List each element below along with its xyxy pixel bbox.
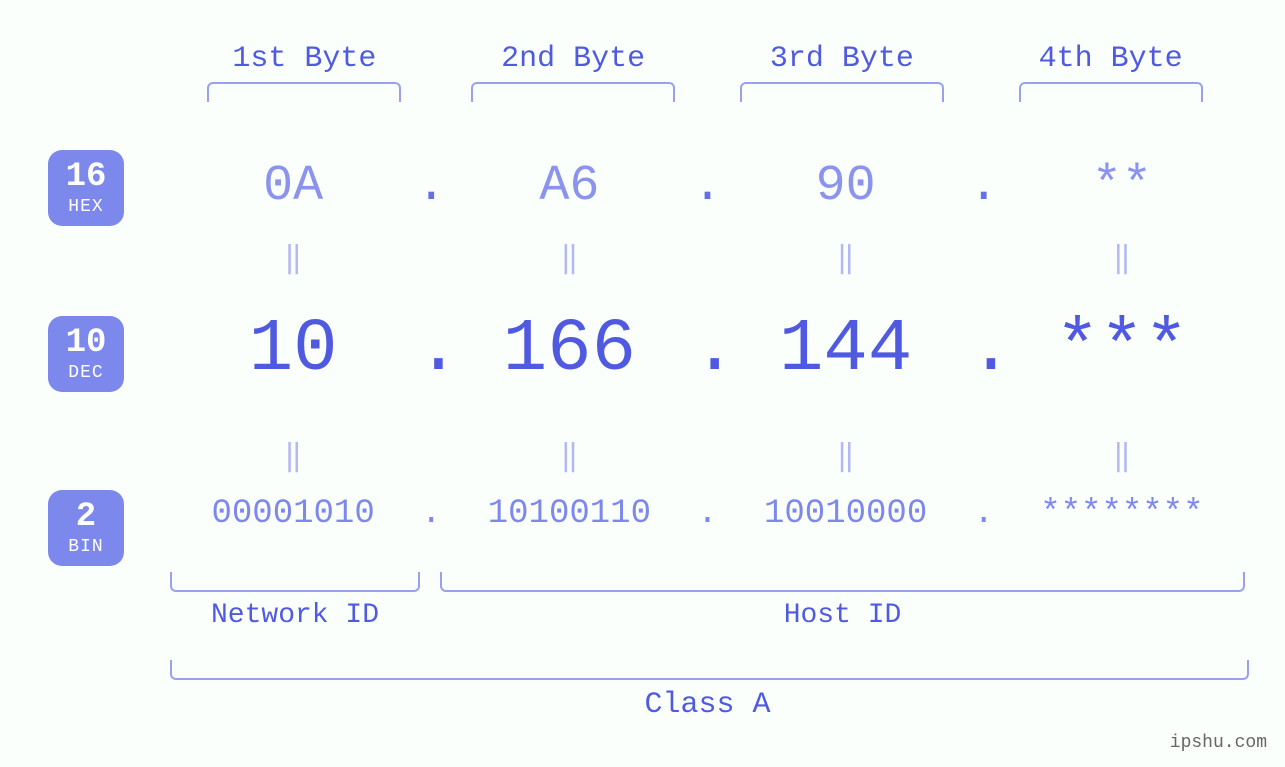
radix-label: DEC <box>68 364 103 382</box>
bracket-icon <box>1019 82 1203 102</box>
id-brackets: Network ID Host ID <box>170 572 1245 631</box>
radix-base: 16 <box>66 160 107 194</box>
byte-header-label: 3rd Byte <box>708 42 977 76</box>
dec-row: 10 . 166 . 144 . *** <box>170 308 1245 392</box>
dot-separator: . <box>969 158 999 215</box>
radix-badge-dec: 10 DEC <box>48 316 124 392</box>
byte-header-label: 4th Byte <box>976 42 1245 76</box>
byte-header-4: 4th Byte <box>976 42 1245 102</box>
bracket-icon <box>471 82 675 102</box>
radix-badge-bin: 2 BIN <box>48 490 124 566</box>
radix-label: BIN <box>68 538 103 556</box>
equals-icon: ‖ <box>170 240 416 277</box>
radix-label: HEX <box>68 198 103 216</box>
dot-separator: . <box>693 158 723 215</box>
dot-separator: . <box>416 495 446 533</box>
equals-icon: ‖ <box>999 240 1245 277</box>
equals-icon: ‖ <box>723 240 969 277</box>
dec-byte-1: 10 <box>170 308 416 392</box>
bin-byte-2: 10100110 <box>446 495 692 533</box>
radix-base: 2 <box>76 500 96 534</box>
class-label: Class A <box>170 688 1245 722</box>
bracket-icon <box>170 660 1249 680</box>
bracket-icon <box>740 82 944 102</box>
network-id-group: Network ID <box>170 572 420 631</box>
bin-byte-3: 10010000 <box>723 495 969 533</box>
dot-separator: . <box>416 158 446 215</box>
equals-icon: ‖ <box>446 438 692 475</box>
dot-separator: . <box>693 308 723 392</box>
hex-byte-1: 0A <box>170 158 416 215</box>
bin-row: 00001010 . 10100110 . 10010000 . *******… <box>170 495 1245 533</box>
host-id-group: Host ID <box>440 572 1245 631</box>
byte-header-label: 1st Byte <box>170 42 439 76</box>
dot-separator: . <box>693 495 723 533</box>
dot-separator: . <box>416 308 446 392</box>
network-id-label: Network ID <box>170 600 420 631</box>
equals-icon: ‖ <box>170 438 416 475</box>
dec-byte-3: 144 <box>723 308 969 392</box>
bin-byte-4: ******** <box>999 495 1245 533</box>
watermark: ipshu.com <box>1170 733 1267 753</box>
dot-separator: . <box>969 495 999 533</box>
bin-byte-1: 00001010 <box>170 495 416 533</box>
dec-byte-4: *** <box>999 308 1245 392</box>
byte-header-1: 1st Byte <box>170 42 439 102</box>
byte-header-3: 3rd Byte <box>708 42 977 102</box>
equals-icon: ‖ <box>446 240 692 277</box>
radix-base: 10 <box>66 326 107 360</box>
byte-headers: 1st Byte 2nd Byte 3rd Byte 4th Byte <box>170 42 1245 102</box>
equals-row: ‖ ‖ ‖ ‖ <box>170 438 1245 475</box>
bracket-icon <box>440 572 1245 592</box>
class-group: Class A <box>170 660 1245 722</box>
equals-icon: ‖ <box>999 438 1245 475</box>
hex-byte-3: 90 <box>723 158 969 215</box>
equals-icon: ‖ <box>723 438 969 475</box>
dec-byte-2: 166 <box>446 308 692 392</box>
byte-header-label: 2nd Byte <box>439 42 708 76</box>
byte-header-2: 2nd Byte <box>439 42 708 102</box>
bracket-icon <box>170 572 420 592</box>
hex-row: 0A . A6 . 90 . ** <box>170 158 1245 215</box>
equals-row: ‖ ‖ ‖ ‖ <box>170 240 1245 277</box>
radix-badge-hex: 16 HEX <box>48 150 124 226</box>
hex-byte-4: ** <box>999 158 1245 215</box>
dot-separator: . <box>969 308 999 392</box>
host-id-label: Host ID <box>440 600 1245 631</box>
bracket-icon <box>207 82 401 102</box>
hex-byte-2: A6 <box>446 158 692 215</box>
